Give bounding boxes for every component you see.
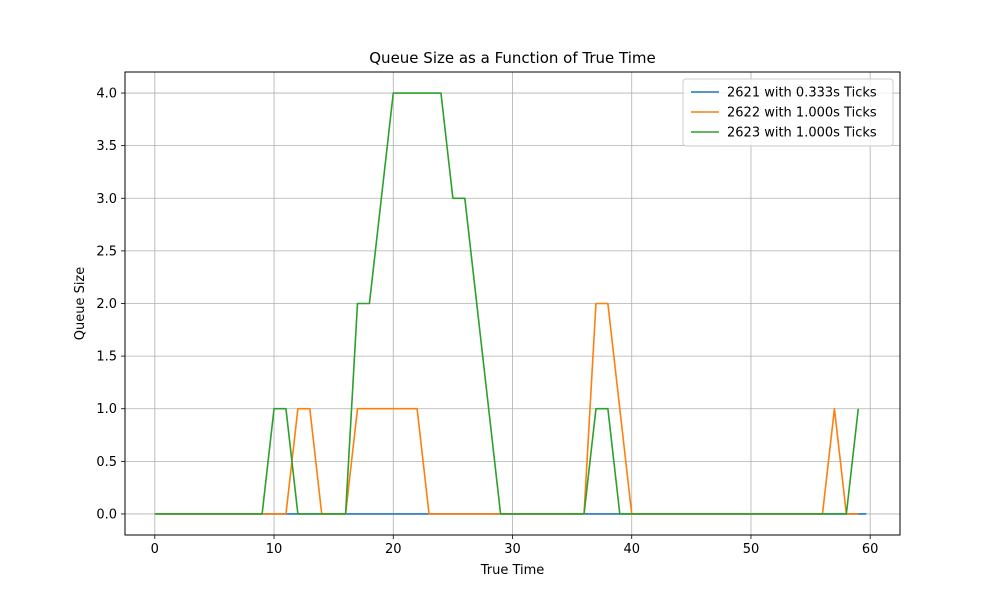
x-axis-label: True Time	[480, 563, 545, 578]
legend-box	[682, 78, 894, 147]
x-tick-label: 60	[862, 542, 879, 557]
legend-label: 2622 with 1.000s Ticks	[727, 106, 877, 121]
x-tick-label: 0	[151, 542, 159, 557]
y-tick-label: 1.5	[96, 350, 117, 365]
y-tick-label: 2.5	[96, 244, 117, 259]
y-tick-label: 0.0	[96, 507, 117, 522]
series-line-2	[154, 302, 859, 515]
series-line-3	[154, 92, 860, 515]
legend-label: 2621 with 0.333s Ticks	[727, 86, 877, 101]
x-tick-label: 30	[504, 542, 521, 557]
y-tick-label: 1.0	[96, 402, 117, 417]
y-tick-label: 2.0	[96, 297, 117, 312]
y-tick-label: 4.0	[96, 87, 117, 102]
legend-label: 2623 with 1.000s Ticks	[727, 126, 877, 141]
y-tick-label: 0.5	[96, 455, 117, 470]
y-tick-label: 3.0	[96, 192, 117, 207]
y-axis-label: Queue Size	[73, 267, 88, 341]
series-lines	[154, 92, 867, 515]
x-tick-label: 40	[623, 542, 640, 557]
x-tick-label: 20	[385, 542, 402, 557]
chart-title: Queue Size as a Function of True Time	[369, 49, 655, 67]
y-tick-label: 3.5	[96, 139, 117, 154]
axis-ticks: 0 10 20 30 40 50 60 0.0 0.5 1.0 1.5 2.0 2.5 3.0 3.5 4.0	[96, 87, 878, 557]
x-tick-label: 10	[266, 542, 283, 557]
x-tick-label: 50	[743, 542, 760, 557]
legend: 2621 with 0.333s Ticks 2622 with 1.000s T…	[682, 78, 894, 147]
